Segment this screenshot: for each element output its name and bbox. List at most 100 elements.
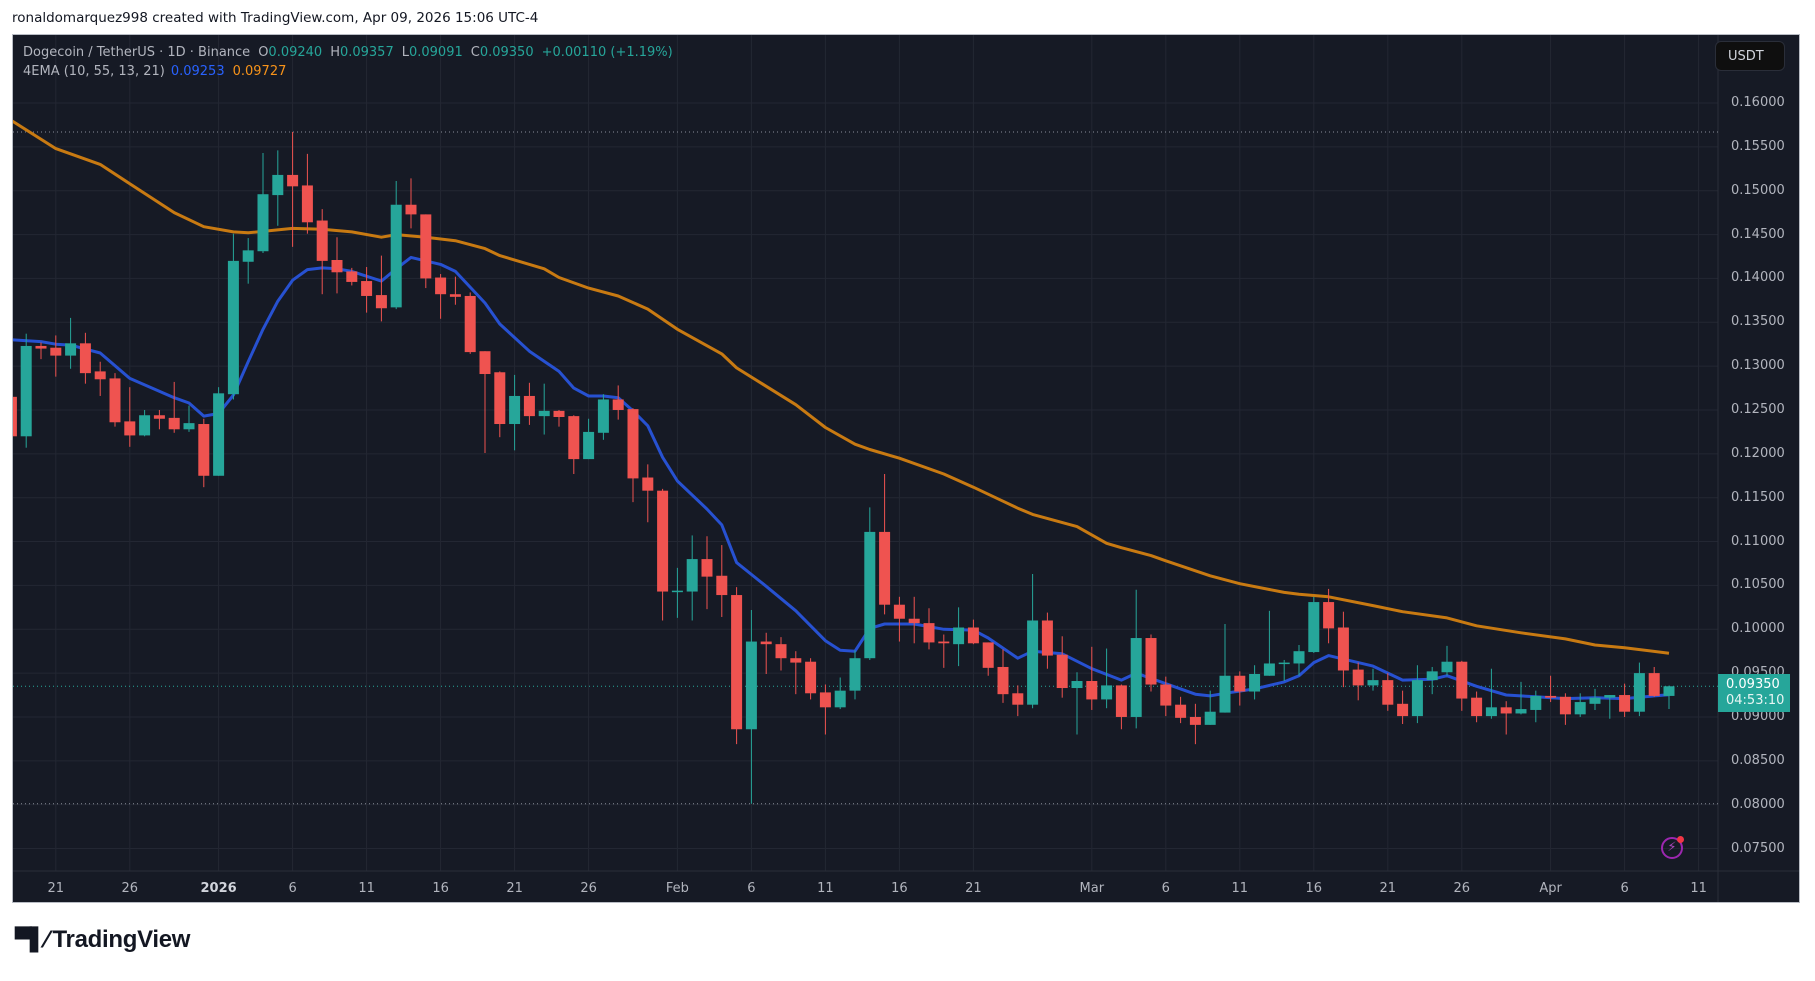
- candle-down: [1545, 695, 1557, 698]
- candle-down: [805, 661, 817, 694]
- price-tick-label: 0.08500: [1731, 752, 1785, 768]
- price-tick-label: 0.10000: [1731, 621, 1785, 637]
- candle-up: [1293, 651, 1305, 664]
- candle-up: [1263, 663, 1275, 676]
- ema-slow-value: 0.09727: [232, 64, 287, 79]
- candle-down: [923, 623, 935, 643]
- time-tick-label: 21: [506, 881, 523, 896]
- ema-fast-value: 0.09253: [170, 64, 225, 79]
- price-tick-label: 0.14000: [1731, 270, 1785, 286]
- candle-down: [982, 642, 994, 668]
- candle-down: [316, 220, 328, 261]
- candle-down: [1456, 661, 1468, 699]
- candle-down: [50, 347, 62, 356]
- candle-up: [213, 393, 225, 476]
- candle-up: [1663, 686, 1675, 696]
- candle-down: [479, 351, 491, 375]
- time-tick-label: 16: [1305, 881, 1323, 896]
- candle-down: [657, 490, 669, 592]
- candle-up: [1633, 673, 1645, 712]
- candle-down: [13, 396, 17, 437]
- open-value: 0.09240: [268, 45, 323, 60]
- price-tick-label: 0.10500: [1731, 577, 1785, 593]
- candle-down: [361, 281, 373, 296]
- candle-up: [227, 260, 239, 395]
- price-tick-label: 0.14500: [1731, 226, 1785, 242]
- notification-dot: [1677, 836, 1684, 843]
- candle-down: [79, 343, 91, 374]
- last-price-label: 0.09350 04:53:10: [1718, 674, 1790, 713]
- candle-up: [1071, 681, 1083, 689]
- candle-down: [523, 395, 535, 417]
- chart-legend: Dogecoin / TetherUS · 1D · Binance O 0.09…: [23, 43, 681, 81]
- tradingview-mark-icon: ▀▌⁄: [15, 927, 48, 953]
- candle-down: [35, 345, 47, 349]
- candle-down: [1337, 627, 1349, 671]
- candle-down: [819, 692, 831, 708]
- candle-down: [198, 424, 210, 476]
- candle-up: [257, 194, 269, 252]
- time-tick-label: 26: [121, 881, 139, 896]
- candle-down: [627, 409, 639, 479]
- candle-up: [1604, 695, 1616, 698]
- candle-down: [1160, 684, 1172, 706]
- price-tick-label: 0.15000: [1731, 182, 1785, 198]
- candle-up: [242, 250, 254, 262]
- price-tick-label: 0.16000: [1731, 95, 1785, 110]
- change-value: +0.00110 (+1.19%): [541, 45, 673, 60]
- candle-down: [1323, 602, 1335, 629]
- price-tick-label: 0.15500: [1731, 138, 1785, 154]
- chart-frame[interactable]: Dogecoin / TetherUS · 1D · Binance O 0.09…: [12, 34, 1800, 903]
- logo-text: TradingView: [52, 926, 191, 953]
- candle-up: [1308, 602, 1320, 653]
- candle-up: [953, 627, 965, 645]
- time-tick-label: 21: [47, 881, 65, 896]
- candle-down: [1648, 673, 1660, 696]
- candle-down: [1189, 716, 1201, 725]
- indicator-row: 4EMA (10, 55, 13, 21) 0.09253 0.09727: [23, 62, 681, 81]
- candle-down: [168, 417, 180, 430]
- candle-down: [760, 641, 772, 645]
- candle-up: [1130, 638, 1142, 717]
- candle-down: [908, 618, 920, 624]
- candle-down: [449, 294, 461, 297]
- candle-up: [686, 559, 698, 592]
- candle-up: [65, 343, 77, 356]
- candle-down: [1012, 693, 1024, 705]
- currency-button[interactable]: USDT: [1715, 41, 1785, 71]
- ema-fast-line: [13, 255, 1670, 701]
- indicator-title[interactable]: 4EMA (10, 55, 13, 21): [23, 64, 165, 79]
- time-tick-label: 26: [580, 881, 597, 896]
- candle-up: [1589, 697, 1601, 704]
- time-tick-label: Feb: [665, 881, 689, 896]
- candle-down: [731, 595, 743, 730]
- time-tick-label: 16: [432, 881, 449, 896]
- price-tick-label: 0.12000: [1731, 445, 1785, 461]
- lightning-icon[interactable]: ⚡: [1661, 836, 1684, 859]
- candle-down: [701, 559, 713, 577]
- candle-down: [716, 575, 728, 596]
- candle-down: [879, 531, 891, 605]
- price-tick-label: 0.11500: [1731, 489, 1785, 505]
- low-key: L: [401, 45, 409, 60]
- time-tick-label: 11: [817, 881, 834, 896]
- candle-up: [390, 204, 402, 308]
- price-tick-label: 0.09000: [1731, 708, 1785, 724]
- candle-down: [1352, 669, 1364, 686]
- candle-up: [20, 345, 32, 437]
- candle-down: [420, 214, 432, 279]
- candle-down: [94, 371, 106, 380]
- candle-down: [553, 410, 565, 418]
- candle-down: [1471, 697, 1483, 717]
- bar-countdown: 04:53:10: [1726, 693, 1785, 709]
- candle-up: [183, 423, 195, 430]
- close-key: C: [470, 45, 480, 60]
- candle-down: [1619, 695, 1631, 712]
- candle-up: [671, 590, 683, 593]
- price-chart[interactable]: [13, 35, 1800, 903]
- time-tick-label: 6: [1161, 881, 1170, 896]
- symbol-title[interactable]: Dogecoin / TetherUS · 1D · Binance: [23, 45, 251, 60]
- time-tick-label: 21: [965, 881, 982, 896]
- candle-down: [1056, 654, 1068, 689]
- candle-down: [1559, 696, 1571, 715]
